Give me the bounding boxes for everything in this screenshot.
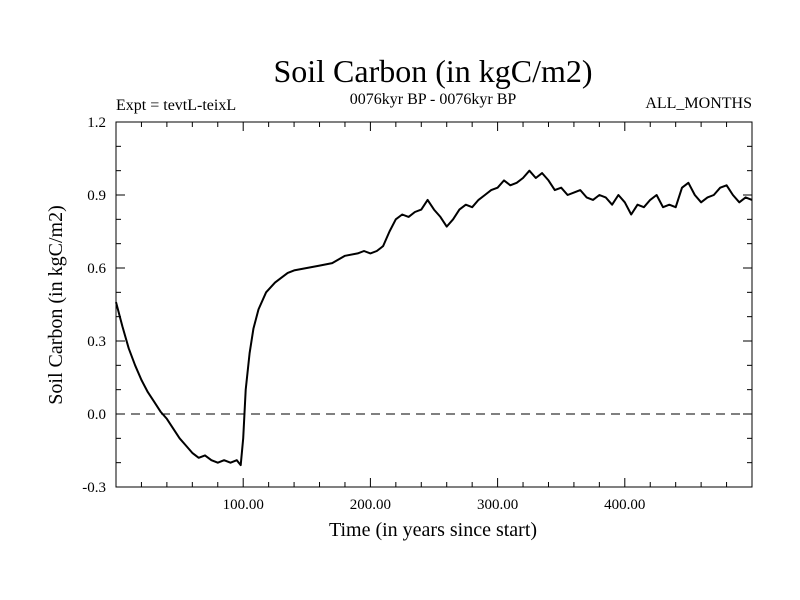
x-tick-label: 300.00 xyxy=(477,497,518,513)
chart-title: Soil Carbon (in kgC/m2) xyxy=(273,53,592,89)
y-tick-label: 0.3 xyxy=(87,334,106,350)
x-tick-label: 100.00 xyxy=(223,497,264,513)
period-label: 0076kyr BP - 0076kyr BP xyxy=(350,91,517,108)
axis-tick-labels: 100.00 200.00 300.00 400.00 -0.3 0.0 0.3 0.6 0.9… xyxy=(82,115,645,513)
x-tick-label: 200.00 xyxy=(350,497,391,513)
series-line-soil-carbon xyxy=(115,169,753,467)
months-label: ALL_MONTHS xyxy=(645,95,752,112)
axis-ticks xyxy=(116,121,752,488)
plot-frame xyxy=(115,121,753,488)
y-tick-label: 0.0 xyxy=(87,407,106,423)
y-tick-label: 0.9 xyxy=(87,188,106,204)
x-axis-label: Time (in years since start) xyxy=(329,519,537,541)
y-tick-label: 0.6 xyxy=(87,261,106,277)
x-tick-label: 400.00 xyxy=(604,497,645,513)
y-axis-label: Soil Carbon (in kgC/m2) xyxy=(45,205,67,404)
experiment-label: Expt = tevtL-teixL xyxy=(116,97,236,114)
y-tick-label: 1.2 xyxy=(87,115,106,131)
y-tick-label: -0.3 xyxy=(82,480,106,496)
